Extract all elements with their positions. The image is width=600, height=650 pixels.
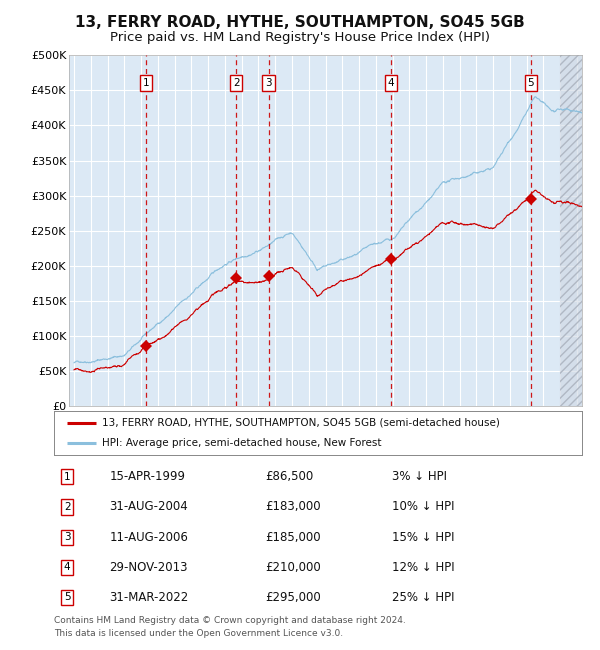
Text: Contains HM Land Registry data © Crown copyright and database right 2024.
This d: Contains HM Land Registry data © Crown c…: [54, 616, 406, 638]
Text: 4: 4: [388, 79, 394, 88]
Text: 3% ↓ HPI: 3% ↓ HPI: [392, 471, 447, 484]
Text: 3: 3: [265, 79, 272, 88]
Text: 5: 5: [527, 79, 534, 88]
Text: 29-NOV-2013: 29-NOV-2013: [109, 561, 188, 574]
Text: 5: 5: [64, 593, 71, 603]
Text: 15% ↓ HPI: 15% ↓ HPI: [392, 530, 454, 543]
Text: 31-MAR-2022: 31-MAR-2022: [109, 591, 188, 604]
Text: Price paid vs. HM Land Registry's House Price Index (HPI): Price paid vs. HM Land Registry's House …: [110, 31, 490, 44]
Text: 1: 1: [143, 79, 149, 88]
Bar: [560, 55, 586, 406]
Text: 15-APR-1999: 15-APR-1999: [109, 471, 185, 484]
Text: 2: 2: [64, 502, 71, 512]
Bar: [560, 55, 586, 406]
Text: £295,000: £295,000: [265, 591, 321, 604]
Text: £185,000: £185,000: [265, 530, 321, 543]
Text: 13, FERRY ROAD, HYTHE, SOUTHAMPTON, SO45 5GB (semi-detached house): 13, FERRY ROAD, HYTHE, SOUTHAMPTON, SO45…: [101, 418, 499, 428]
Text: 11-AUG-2006: 11-AUG-2006: [109, 530, 188, 543]
Text: 1: 1: [64, 472, 71, 482]
Text: 3: 3: [64, 532, 71, 542]
Text: £86,500: £86,500: [265, 471, 313, 484]
Text: 31-AUG-2004: 31-AUG-2004: [109, 500, 188, 514]
Text: 2: 2: [233, 79, 239, 88]
Text: HPI: Average price, semi-detached house, New Forest: HPI: Average price, semi-detached house,…: [101, 438, 381, 448]
Text: £210,000: £210,000: [265, 561, 321, 574]
Text: 25% ↓ HPI: 25% ↓ HPI: [392, 591, 454, 604]
Text: 4: 4: [64, 562, 71, 572]
Text: 13, FERRY ROAD, HYTHE, SOUTHAMPTON, SO45 5GB: 13, FERRY ROAD, HYTHE, SOUTHAMPTON, SO45…: [75, 15, 525, 31]
Text: 12% ↓ HPI: 12% ↓ HPI: [392, 561, 455, 574]
Text: £183,000: £183,000: [265, 500, 321, 514]
Text: 10% ↓ HPI: 10% ↓ HPI: [392, 500, 454, 514]
